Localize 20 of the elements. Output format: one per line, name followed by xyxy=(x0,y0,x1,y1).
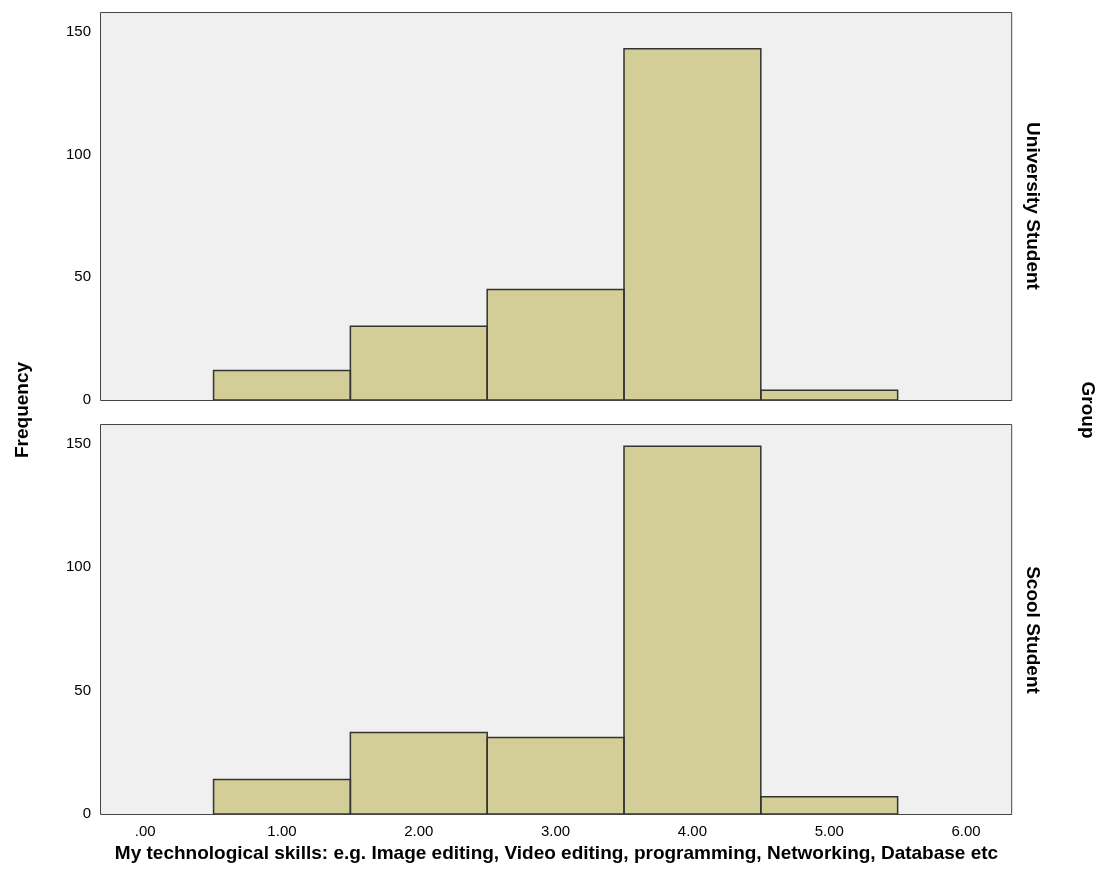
x-tick-label: 5.00 xyxy=(814,822,844,840)
y-tick-label: 100 xyxy=(65,144,91,162)
x-tick-label: 2.00 xyxy=(404,822,434,840)
x-tick-label: .00 xyxy=(134,822,156,840)
y2-axis-title: University Student xyxy=(1023,122,1045,291)
y2-axis-title: Scool Student xyxy=(1023,566,1045,695)
y-tick-label: 100 xyxy=(65,557,91,575)
x-tick-label: 6.00 xyxy=(951,822,981,840)
x-tick-label: 3.00 xyxy=(541,822,571,840)
y-tick-label: 50 xyxy=(74,267,91,285)
y-tick-label: 0 xyxy=(82,390,91,408)
text: Group xyxy=(1077,381,1099,439)
y-tick-label: 0 xyxy=(82,804,91,822)
x-tick-label: 1.00 xyxy=(267,822,297,840)
y-tick-label: 150 xyxy=(65,433,91,451)
y-axis-title: Frequency xyxy=(11,361,33,459)
y-tick-label: 150 xyxy=(65,21,91,39)
x-axis-title: My technological skills: e.g. Image editing, Video editing, programming, Networking, Database etc xyxy=(113,842,1000,863)
x-tick-label: 4.00 xyxy=(677,822,708,840)
y-tick-label: 50 xyxy=(74,680,91,698)
